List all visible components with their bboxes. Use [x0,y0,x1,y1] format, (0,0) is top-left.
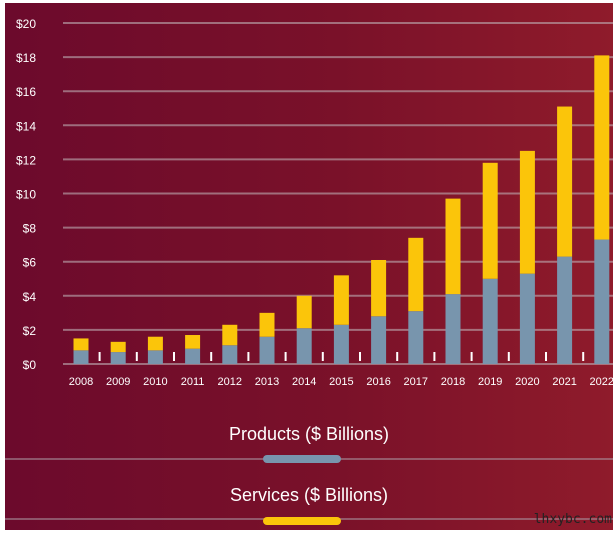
watermark: lhxybc.com [533,512,612,527]
bar-products [594,239,610,364]
legend-services-swatch [263,517,341,525]
x-tick-label: 2021 [552,376,576,388]
bar-services [482,162,498,279]
bar-services [445,198,461,295]
bar-services [594,55,610,240]
x-tick-label: 2009 [106,376,130,388]
stacked-bar-chart: $0 $2 $4 $6 $8 $10 $12 $14 $16 $18 $20 2008 2009 2010… [16,17,613,388]
bar-products [259,336,275,364]
bar-products [73,350,89,364]
chart-panel: $0 $2 $4 $6 $8 $10 $12 $14 $16 $18 $20 2008 2009 2010… [5,3,613,530]
x-tick-label: 2020 [515,376,539,388]
y-tick-label: $2 [23,324,37,338]
bar-services [408,237,424,312]
bar-services [147,336,163,351]
bar-products [110,352,126,364]
x-tick-label: 2017 [404,376,428,388]
x-tick-label: 2016 [366,376,390,388]
bar-products [147,350,163,364]
x-tick-label: 2013 [255,376,279,388]
bar-services [73,338,89,351]
y-tick-label: $20 [16,17,36,31]
bar-services [519,150,535,274]
bar-services [259,312,275,337]
bar-products [371,316,387,364]
y-tick-label: $0 [23,358,37,372]
x-tick-label: 2015 [329,376,353,388]
legend-services-label: Services ($ Billions) [229,485,389,505]
bar-products [482,278,498,364]
x-tick-label: 2022 [590,376,613,388]
bar-services [296,295,312,329]
bar-services [185,335,201,349]
bar-services [371,259,387,317]
bar-services [557,106,573,257]
bar-products [296,328,312,364]
legend-products-swatch [263,455,341,463]
bar-services [110,341,126,353]
x-tick-label: 2019 [478,376,502,388]
bar-products [408,311,424,364]
bar-products [557,256,573,364]
x-tick-label: 2010 [143,376,167,388]
bar-services [333,275,349,325]
bar-products [333,324,349,364]
y-tick-label: $6 [23,256,37,270]
x-tick-label: 2018 [441,376,465,388]
bar-products [222,345,238,364]
y-tick-label: $16 [16,85,36,99]
x-tick-label: 2008 [69,376,93,388]
y-tick-label: $12 [16,153,36,167]
y-tick-label: $14 [16,119,36,133]
y-tick-label: $10 [16,188,36,202]
bar-services [222,324,238,346]
x-tick-label: 2012 [218,376,242,388]
bar-products [445,294,461,364]
bar-products [519,273,535,364]
legend-products-label: Products ($ Billions) [228,424,390,444]
y-tick-label: $4 [23,290,37,304]
x-tick-label: 2011 [181,376,205,388]
bar-products [185,348,201,364]
x-tick-label: 2014 [292,376,316,388]
y-tick-label: $18 [16,51,36,65]
y-tick-label: $8 [23,222,37,236]
